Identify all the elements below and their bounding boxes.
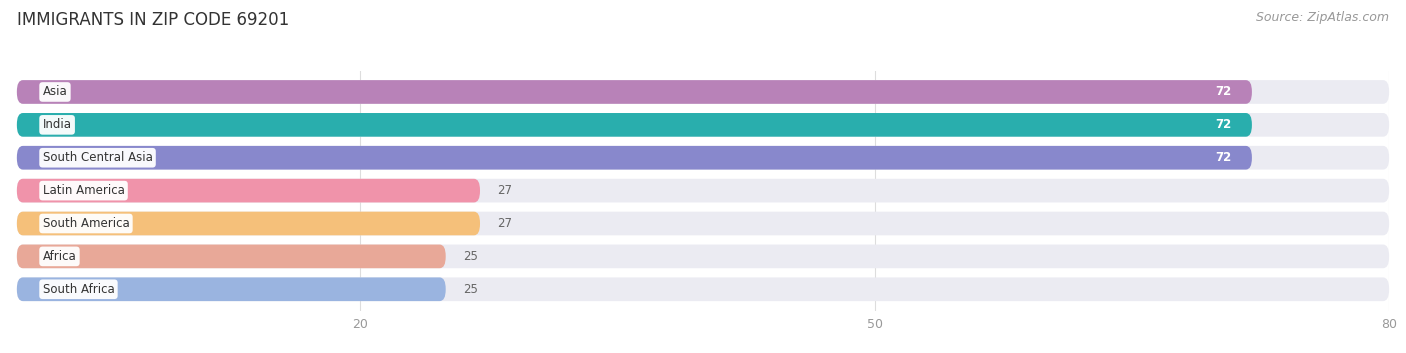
Text: India: India — [42, 118, 72, 131]
Text: 72: 72 — [1215, 85, 1232, 98]
Text: 25: 25 — [463, 250, 478, 263]
Text: South Central Asia: South Central Asia — [42, 151, 152, 164]
Text: Africa: Africa — [42, 250, 76, 263]
FancyBboxPatch shape — [17, 179, 1389, 203]
Text: 25: 25 — [463, 283, 478, 296]
Text: Asia: Asia — [42, 85, 67, 98]
FancyBboxPatch shape — [17, 212, 479, 235]
Text: 27: 27 — [498, 217, 512, 230]
Text: Latin America: Latin America — [42, 184, 125, 197]
FancyBboxPatch shape — [17, 113, 1389, 137]
FancyBboxPatch shape — [17, 179, 479, 203]
FancyBboxPatch shape — [17, 245, 1389, 268]
Text: 72: 72 — [1215, 151, 1232, 164]
FancyBboxPatch shape — [17, 277, 446, 301]
FancyBboxPatch shape — [17, 146, 1389, 169]
FancyBboxPatch shape — [17, 212, 1389, 235]
FancyBboxPatch shape — [17, 80, 1251, 104]
Text: Source: ZipAtlas.com: Source: ZipAtlas.com — [1256, 11, 1389, 24]
FancyBboxPatch shape — [17, 80, 1389, 104]
Text: South America: South America — [42, 217, 129, 230]
Text: 72: 72 — [1215, 118, 1232, 131]
FancyBboxPatch shape — [17, 245, 446, 268]
FancyBboxPatch shape — [17, 277, 1389, 301]
Text: South Africa: South Africa — [42, 283, 114, 296]
FancyBboxPatch shape — [17, 146, 1251, 169]
Text: IMMIGRANTS IN ZIP CODE 69201: IMMIGRANTS IN ZIP CODE 69201 — [17, 11, 290, 29]
FancyBboxPatch shape — [17, 113, 1251, 137]
Text: 27: 27 — [498, 184, 512, 197]
